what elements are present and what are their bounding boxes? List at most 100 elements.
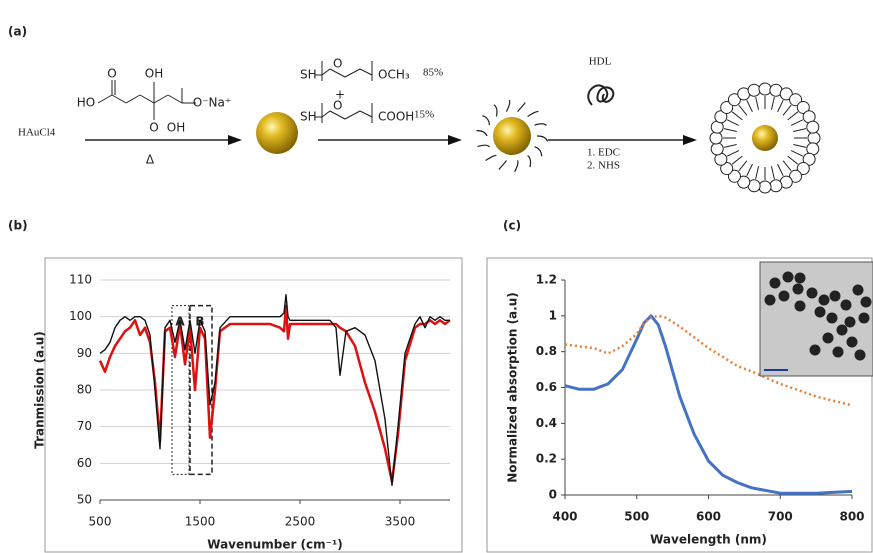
y-tick-label: 60: [77, 456, 92, 470]
particle: [782, 271, 794, 283]
lipid-tail: [790, 119, 804, 126]
particle: [818, 294, 830, 306]
hdl-icon: [587, 84, 615, 106]
lipid-tail: [746, 99, 753, 113]
region-box: [171, 305, 190, 475]
bond: [111, 94, 127, 104]
peg-ligand: [534, 146, 543, 157]
y-tick-label: 0.8: [536, 344, 557, 358]
atom-label: OH: [145, 67, 163, 81]
lipid-head: [720, 100, 734, 114]
x-tick-label: 700: [768, 510, 793, 524]
particle: [832, 346, 844, 358]
bond: [153, 94, 169, 104]
arrow-head: [683, 135, 697, 145]
peg-ligand: [476, 130, 488, 137]
region-box: [189, 304, 213, 476]
step: 1. EDC: [587, 147, 620, 159]
peg-ratio: 85%: [423, 67, 443, 79]
lipid-head: [737, 175, 751, 189]
lipid-tail: [777, 99, 784, 113]
lipid-head: [727, 169, 741, 183]
particle: [846, 336, 858, 348]
lipid-head: [710, 142, 724, 156]
lipid-head: [720, 162, 734, 176]
thiol: SH: [300, 110, 317, 124]
ligand: HDL: [589, 56, 612, 68]
lipid-tail: [723, 128, 737, 133]
lipid-tail: [726, 119, 740, 126]
lipid-tail: [738, 104, 748, 116]
y-tick-label: 80: [77, 383, 92, 397]
x-tick-label: 500: [624, 510, 649, 524]
lipid-tail: [782, 160, 792, 172]
lipid-head: [747, 83, 761, 97]
y-tick-label: 70: [77, 419, 92, 433]
peg-ligand: [482, 115, 491, 126]
bond: [139, 94, 155, 104]
lipid-head: [789, 93, 803, 107]
atom-label: HO: [77, 96, 95, 110]
peg-ligand: [485, 154, 497, 161]
y-tick-label: 90: [77, 346, 92, 360]
panel-label: (a): [8, 25, 27, 39]
particle: [822, 332, 834, 344]
peg-ligand: [527, 110, 539, 117]
series-line: [564, 314, 853, 407]
peg-ligand: [493, 104, 498, 117]
x-tick-label: 3500: [385, 515, 416, 529]
atom-label: O⁻Na⁺: [193, 96, 231, 110]
y-tick-label: 110: [69, 273, 92, 287]
lipid-tail: [777, 163, 784, 177]
lipid-tail: [770, 96, 775, 110]
particle: [794, 272, 806, 284]
atom-label: O: [107, 67, 116, 81]
x-tick-label: 800: [839, 510, 864, 524]
particle: [764, 294, 776, 306]
peg-end: OCH₃: [378, 68, 410, 82]
thiol: SH: [300, 68, 317, 82]
x-tick-label: 500: [89, 515, 112, 529]
particle: [854, 349, 866, 361]
lipid-head: [807, 131, 821, 145]
lipid-tail: [746, 163, 753, 177]
lipid-head: [779, 87, 793, 101]
arrow-head: [448, 135, 462, 145]
lipid-tail: [723, 143, 737, 148]
peg-ligand: [505, 99, 511, 112]
lipid-tail: [738, 160, 748, 172]
peg-ligand: [534, 123, 547, 126]
series-line: [564, 314, 853, 495]
lipid-head: [796, 162, 810, 176]
oxygen: O: [333, 99, 342, 113]
x-tick-label: 2500: [285, 515, 316, 529]
lipid-head: [714, 110, 728, 124]
lipid-head: [727, 93, 741, 107]
y-tick-label: 0: [549, 488, 557, 502]
lipid-head: [789, 169, 803, 183]
y-tick-label: 0.6: [536, 380, 557, 394]
lipid-head: [758, 82, 772, 96]
peg-ligand: [498, 160, 507, 170]
x-tick-label: 400: [552, 510, 577, 524]
y-tick-label: 1.2: [536, 273, 557, 287]
atom-label: OH: [167, 121, 185, 135]
y-axis-label: Tranmission (a.u): [33, 331, 47, 449]
plus: +: [335, 88, 345, 102]
lipid-tail: [755, 166, 760, 180]
bond: [97, 94, 113, 104]
particle: [829, 290, 841, 302]
lipid-head: [806, 120, 820, 134]
lipid-tail: [770, 166, 775, 180]
y-tick-label: 0.2: [536, 452, 557, 466]
gold-nanoparticle: [493, 117, 531, 155]
lipid-head: [758, 180, 772, 194]
particle: [814, 306, 826, 318]
particle: [826, 312, 838, 324]
lipid-tail: [782, 104, 792, 116]
lipid-tail: [731, 111, 743, 121]
x-axis-label: Wavenumber (cm⁻¹): [207, 538, 342, 552]
peg-ligand: [517, 102, 526, 113]
